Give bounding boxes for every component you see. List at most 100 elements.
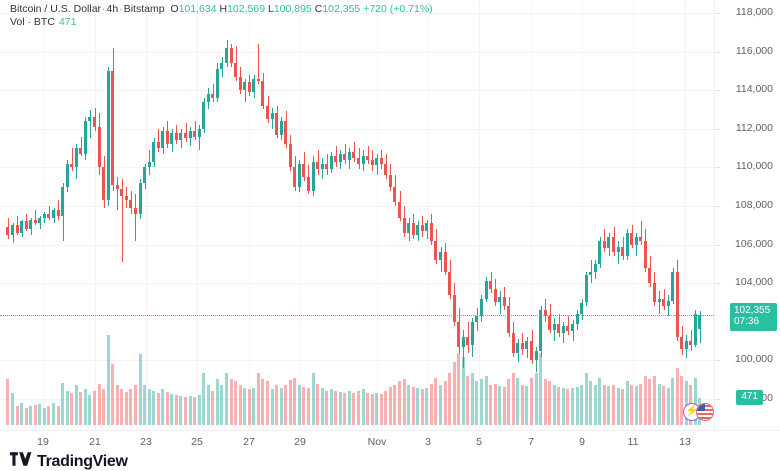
candle-wick bbox=[90, 109, 91, 139]
candle-body bbox=[279, 121, 283, 135]
symbol-name[interactable]: Bitcoin / U.S. Dollar bbox=[10, 3, 102, 15]
volume-bar bbox=[302, 387, 306, 425]
volume-bar bbox=[411, 387, 415, 425]
candle-body bbox=[388, 175, 392, 187]
volume-bar bbox=[97, 384, 101, 425]
time-gridline bbox=[531, 0, 532, 430]
us-flag-icon[interactable] bbox=[696, 403, 714, 421]
candle-body bbox=[684, 341, 688, 349]
volume-bar bbox=[534, 373, 538, 425]
price-gridline bbox=[0, 283, 714, 285]
candle-body bbox=[52, 209, 56, 218]
candle-body bbox=[234, 63, 238, 77]
candle-body bbox=[484, 281, 488, 299]
candle-body bbox=[24, 221, 28, 230]
candle-body bbox=[106, 70, 110, 201]
candle-body bbox=[698, 314, 702, 329]
volume-bar bbox=[161, 389, 165, 425]
exchange-label[interactable]: Bitstamp bbox=[123, 3, 165, 15]
volume-label: Vol · BTC bbox=[10, 16, 55, 28]
volume-bar bbox=[607, 386, 611, 425]
candle-wick bbox=[186, 123, 187, 143]
volume-bar bbox=[680, 375, 684, 425]
candle-wick bbox=[354, 142, 355, 162]
candle-body bbox=[334, 155, 338, 162]
change-value: +720 (+0.71%) bbox=[363, 3, 433, 15]
interval-label[interactable]: 4h bbox=[106, 3, 119, 15]
plot-area[interactable] bbox=[0, 0, 714, 430]
volume-bar bbox=[571, 388, 575, 425]
candle-wick bbox=[199, 124, 200, 151]
candle-body bbox=[434, 240, 438, 261]
time-gridline bbox=[428, 0, 429, 430]
time-gridline bbox=[95, 0, 96, 430]
volume-bar bbox=[671, 377, 675, 425]
volume-bar bbox=[357, 390, 361, 425]
volume-bar bbox=[420, 389, 424, 425]
volume-bar bbox=[170, 394, 174, 425]
candle-body bbox=[557, 323, 561, 334]
candle-body bbox=[316, 161, 320, 170]
flag-stripes bbox=[697, 404, 713, 420]
candle-body bbox=[634, 236, 638, 245]
price-gridline bbox=[0, 128, 714, 130]
price-tick-dash bbox=[715, 360, 720, 362]
time-tick-label: 21 bbox=[89, 436, 101, 448]
volume-bar bbox=[416, 388, 420, 425]
candle-body bbox=[102, 167, 106, 201]
legend-row-symbol[interactable]: Bitcoin / U.S. Dollar·4h·Bitstamp O101,6… bbox=[10, 3, 433, 16]
candle-body bbox=[657, 298, 661, 303]
volume-bar bbox=[507, 379, 511, 425]
volume-bar bbox=[6, 378, 10, 425]
current-volume-badge[interactable]: 471 bbox=[736, 390, 763, 405]
tradingview-logo[interactable]: TradingView bbox=[10, 452, 128, 471]
time-gridline bbox=[685, 0, 686, 430]
candle-body bbox=[47, 213, 51, 218]
volume-bar bbox=[147, 389, 151, 425]
volume-bar bbox=[370, 394, 374, 425]
volume-bar bbox=[133, 384, 137, 425]
volume-bar bbox=[429, 383, 433, 425]
candle-body bbox=[689, 341, 693, 345]
candle-wick bbox=[545, 298, 546, 322]
candle-body bbox=[325, 163, 329, 170]
candle-body bbox=[539, 310, 543, 351]
candle-body bbox=[197, 128, 201, 137]
legend-row-volume[interactable]: Vol · BTC 471 bbox=[10, 16, 433, 29]
candle-body bbox=[375, 157, 379, 166]
volume-bar bbox=[388, 387, 392, 425]
candle-body bbox=[261, 80, 265, 106]
candle-body bbox=[571, 323, 575, 332]
price-axis[interactable]: 118,000 116,000 114,000 112,000 110,000 108,0… bbox=[714, 0, 780, 430]
volume-bar bbox=[602, 384, 606, 425]
candle-wick bbox=[49, 206, 50, 220]
time-tick-label: 13 bbox=[679, 436, 691, 448]
candle-body bbox=[92, 117, 96, 127]
volume-bar bbox=[138, 354, 142, 425]
volume-bar bbox=[129, 389, 133, 425]
candle-body bbox=[83, 121, 87, 154]
tradingview-logo-mark bbox=[10, 452, 32, 471]
price-tick-dash bbox=[715, 399, 720, 400]
candle-body bbox=[338, 153, 342, 162]
price-tick-dash bbox=[715, 13, 720, 14]
volume-bar bbox=[611, 384, 615, 425]
price-tick-dash bbox=[715, 283, 720, 285]
volume-bar bbox=[634, 386, 638, 425]
candle-body bbox=[215, 68, 219, 98]
volume-bar bbox=[297, 384, 301, 425]
current-price-badge[interactable]: 102,355 07:36 bbox=[730, 302, 777, 331]
price-tick-dash bbox=[715, 244, 720, 246]
time-axis[interactable]: 19 21 23 25 27 29 Nov 3 5 7 9 11 13 bbox=[0, 430, 780, 453]
time-gridline bbox=[633, 0, 634, 430]
time-gridline bbox=[300, 0, 301, 430]
time-gridline bbox=[249, 0, 250, 430]
volume-bar bbox=[621, 389, 625, 425]
time-tick-label: 27 bbox=[243, 436, 255, 448]
candle-body bbox=[461, 337, 465, 347]
candle-body bbox=[184, 132, 188, 139]
candle-body bbox=[347, 151, 351, 160]
volume-bar bbox=[288, 380, 292, 425]
volume-bar bbox=[648, 379, 652, 425]
time-gridline bbox=[582, 0, 583, 430]
